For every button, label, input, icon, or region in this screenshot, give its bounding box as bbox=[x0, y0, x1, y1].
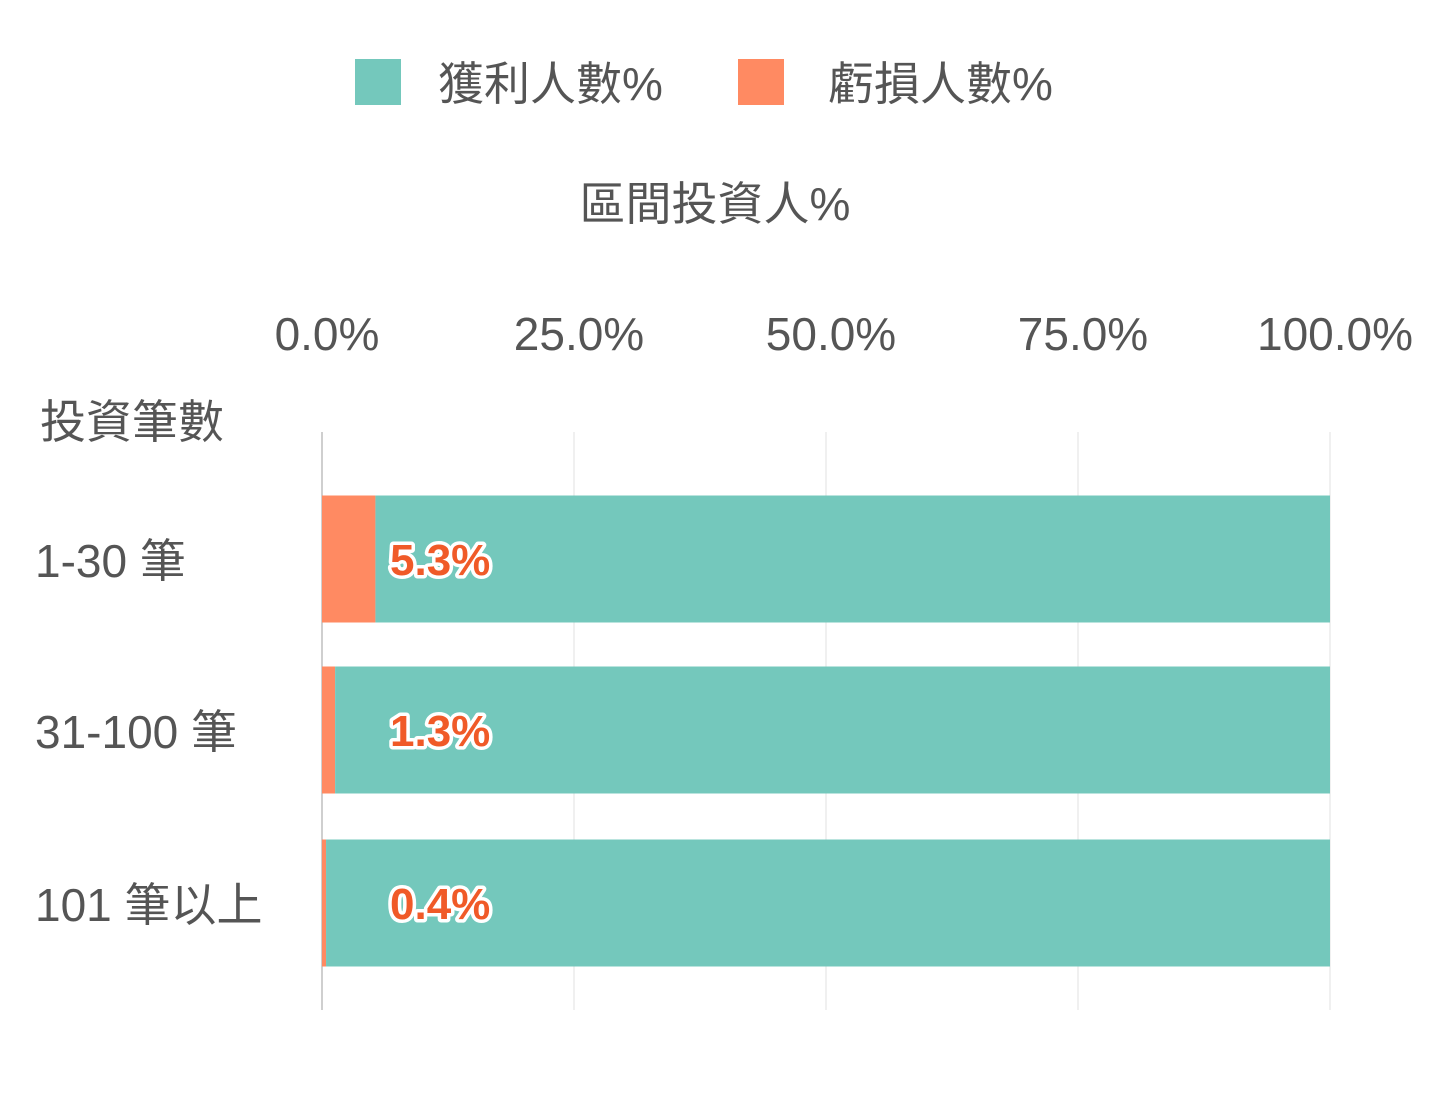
x-tick-label: 50.0% bbox=[766, 308, 896, 360]
bar-loss bbox=[322, 495, 376, 623]
data-label: 1.3% bbox=[390, 707, 490, 756]
data-label: 5.3% bbox=[390, 536, 490, 585]
bar-profit bbox=[326, 839, 1331, 967]
x-tick-labels: 0.0% 25.0% 50.0% 75.0% 100.0% bbox=[275, 308, 1413, 360]
legend: 獲利人數% 虧損人數% bbox=[355, 58, 1053, 110]
category-labels: 1-30 筆 31-100 筆 101 筆以上 bbox=[35, 535, 263, 931]
x-tick-label: 25.0% bbox=[514, 308, 644, 360]
bar-profit bbox=[375, 495, 1330, 623]
y-axis-title: 投資筆數 bbox=[40, 396, 224, 448]
legend-label-loss: 虧損人數% bbox=[828, 58, 1053, 110]
data-labels: 5.3% 1.3% 0.4% bbox=[387, 533, 494, 933]
category-label: 101 筆以上 bbox=[35, 879, 263, 931]
bar-profit bbox=[335, 666, 1330, 794]
bar-loss bbox=[322, 666, 336, 794]
x-tick-label: 100.0% bbox=[1257, 308, 1413, 360]
category-label: 31-100 筆 bbox=[35, 706, 237, 758]
legend-swatch-profit bbox=[355, 59, 401, 105]
bar-loss bbox=[322, 839, 327, 967]
x-tick-label: 75.0% bbox=[1018, 308, 1148, 360]
legend-label-profit: 獲利人數% bbox=[438, 58, 663, 110]
category-label: 1-30 筆 bbox=[35, 535, 186, 587]
x-tick-label: 0.0% bbox=[275, 308, 380, 360]
bars bbox=[322, 495, 1331, 967]
x-axis-title: 區間投資人% bbox=[580, 178, 851, 230]
legend-swatch-loss bbox=[738, 59, 784, 105]
data-label: 0.4% bbox=[390, 880, 490, 929]
